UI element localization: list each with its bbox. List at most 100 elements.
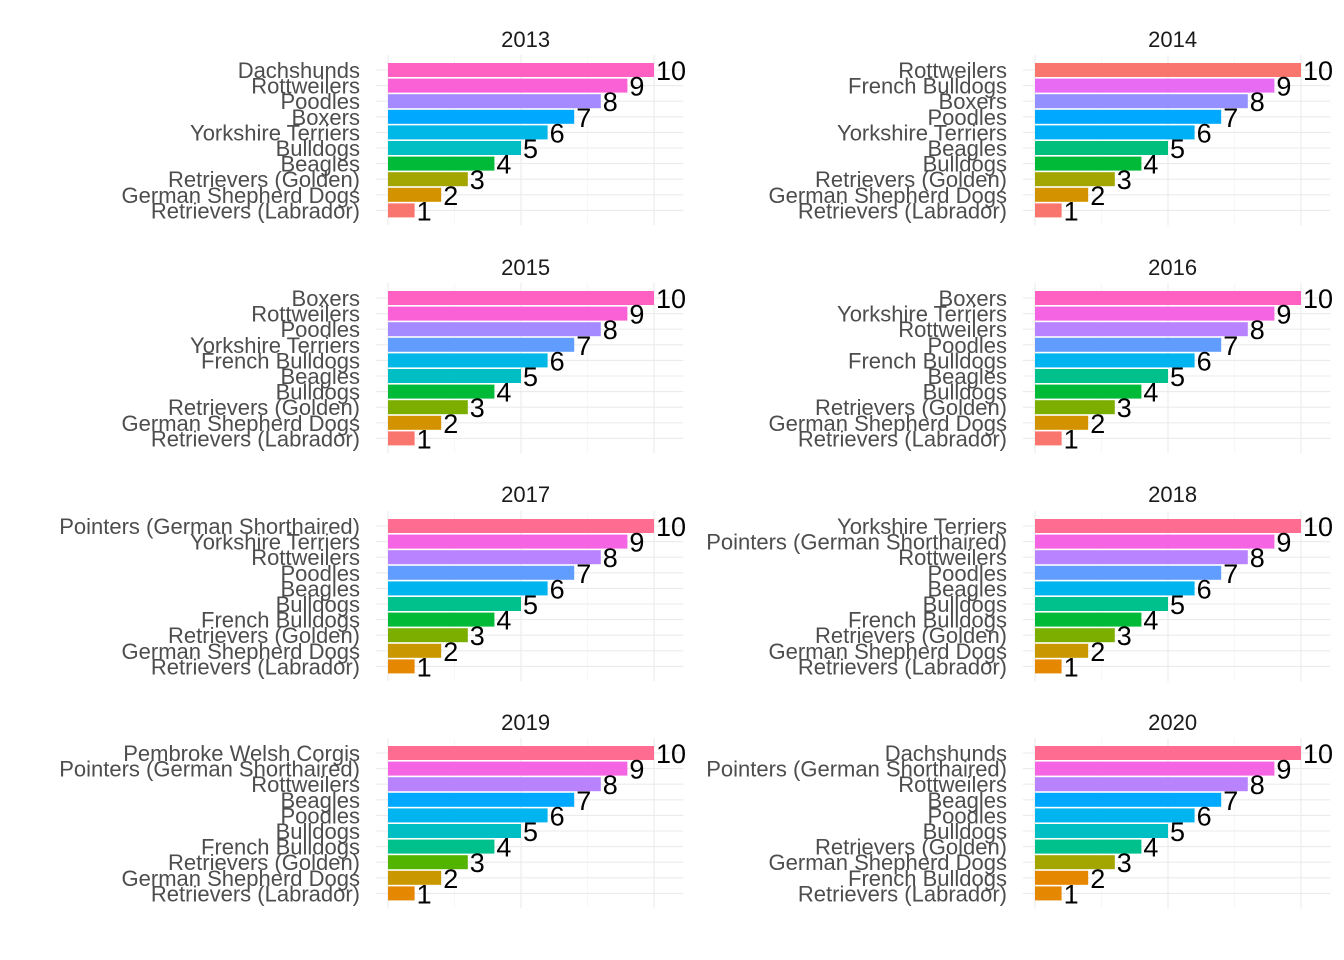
value-label: 8 bbox=[1250, 543, 1265, 573]
value-label: 8 bbox=[1250, 87, 1265, 117]
value-label: 10 bbox=[656, 512, 686, 542]
value-label: 5 bbox=[523, 817, 538, 847]
value-label: 6 bbox=[1197, 574, 1212, 604]
value-label: 2 bbox=[443, 181, 458, 211]
bar bbox=[1035, 78, 1275, 93]
value-label: 1 bbox=[1064, 196, 1079, 226]
value-label: 1 bbox=[417, 424, 432, 454]
category-label: Retrievers (Labrador) bbox=[798, 881, 1007, 906]
value-label: 5 bbox=[1170, 134, 1185, 164]
value-label: 5 bbox=[523, 362, 538, 392]
bar bbox=[388, 824, 521, 838]
category-label: Retrievers (Golden) bbox=[815, 167, 1007, 192]
category-label: Bulldogs bbox=[276, 592, 360, 617]
category-label: Retrievers (Labrador) bbox=[151, 198, 360, 223]
bar bbox=[1035, 306, 1275, 321]
category-label: Beagles bbox=[280, 576, 360, 601]
value-label: 3 bbox=[470, 393, 485, 423]
value-label: 2 bbox=[443, 637, 458, 667]
value-label: 6 bbox=[1197, 118, 1212, 148]
value-label: 4 bbox=[496, 378, 511, 408]
value-label: 3 bbox=[1117, 848, 1132, 878]
bar bbox=[388, 777, 601, 792]
category-label: Beagles bbox=[927, 136, 1007, 161]
value-label: 1 bbox=[1064, 879, 1079, 909]
category-label: Retrievers (Labrador) bbox=[151, 881, 360, 906]
value-label: 10 bbox=[1303, 512, 1333, 542]
bar bbox=[388, 581, 548, 596]
category-label: Retrievers (Labrador) bbox=[798, 426, 1007, 451]
category-label: Boxers bbox=[939, 89, 1007, 114]
bar bbox=[388, 612, 495, 627]
value-label: 10 bbox=[1303, 284, 1333, 314]
category-label: Beagles bbox=[280, 152, 360, 177]
bar bbox=[1035, 337, 1222, 352]
category-label: German Shepherd Dogs bbox=[122, 411, 360, 436]
value-label: 9 bbox=[1276, 755, 1291, 785]
category-label: Beagles bbox=[927, 788, 1007, 813]
value-label: 4 bbox=[1143, 378, 1158, 408]
bar bbox=[1035, 581, 1195, 596]
panel-2016: 2016 Boxers 10 Yorkshire Terriers 9 Rottweile… bbox=[769, 255, 1334, 454]
category-label: German Shepherd Dogs bbox=[122, 866, 360, 891]
value-label: 9 bbox=[1276, 528, 1291, 558]
value-label: 1 bbox=[417, 879, 432, 909]
bar bbox=[1035, 628, 1115, 643]
bar bbox=[1035, 400, 1115, 415]
category-label: Retrievers (Golden) bbox=[815, 395, 1007, 420]
category-label: Poodles bbox=[280, 561, 360, 586]
category-label: French Bulldogs bbox=[201, 608, 360, 633]
bar bbox=[388, 187, 442, 202]
value-label: 7 bbox=[1223, 786, 1238, 816]
category-label: Beagles bbox=[927, 364, 1007, 389]
category-label: Yorkshire Terriers bbox=[837, 302, 1007, 327]
bar bbox=[1035, 415, 1089, 430]
bar bbox=[1035, 125, 1195, 140]
category-label: Retrievers (Golden) bbox=[168, 850, 360, 875]
bar bbox=[388, 172, 468, 187]
category-label: Bulldogs bbox=[923, 592, 1007, 617]
value-label: 8 bbox=[1250, 770, 1265, 800]
panel-2017: 2017 Pointers (German Shorthaired) 10 Yorks… bbox=[59, 482, 686, 682]
bar bbox=[388, 203, 415, 218]
bar bbox=[388, 659, 415, 674]
bar bbox=[1035, 808, 1195, 823]
bar bbox=[1035, 63, 1301, 77]
category-label: Beagles bbox=[927, 576, 1007, 601]
panel-2020: 2020 Dachshunds 10 Pointers (German Shortha… bbox=[706, 710, 1333, 909]
bar bbox=[1035, 353, 1195, 368]
category-label: French Bulldogs bbox=[848, 348, 1007, 373]
bar bbox=[1035, 612, 1142, 627]
bar bbox=[388, 337, 575, 352]
category-label: Retrievers (Labrador) bbox=[798, 198, 1007, 223]
bar bbox=[388, 125, 548, 140]
value-label: 1 bbox=[417, 196, 432, 226]
bar bbox=[1035, 291, 1301, 305]
value-label: 2 bbox=[1090, 864, 1105, 894]
panel-2014: 2014 Rottweilers 10 French Bulldogs 9 Boxers 8… bbox=[769, 27, 1334, 226]
bar bbox=[1035, 431, 1062, 446]
value-label: 5 bbox=[523, 134, 538, 164]
category-label: Bulldogs bbox=[923, 380, 1007, 405]
value-label: 4 bbox=[496, 606, 511, 636]
bar bbox=[1035, 870, 1089, 885]
panel-title: 2017 bbox=[501, 482, 550, 507]
category-label: Retrievers (Labrador) bbox=[151, 426, 360, 451]
bar bbox=[1035, 322, 1248, 337]
category-label: French Bulldogs bbox=[848, 608, 1007, 633]
value-label: 4 bbox=[496, 150, 511, 180]
category-label: Rottweilers bbox=[251, 772, 360, 797]
value-label: 8 bbox=[603, 543, 618, 573]
bar bbox=[1035, 369, 1168, 383]
value-label: 5 bbox=[523, 590, 538, 620]
category-label: Retrievers (Golden) bbox=[168, 167, 360, 192]
bar bbox=[1035, 761, 1275, 776]
category-label: Poodles bbox=[280, 803, 360, 828]
value-label: 2 bbox=[443, 864, 458, 894]
value-label: 5 bbox=[1170, 362, 1185, 392]
panel-title: 2020 bbox=[1148, 710, 1197, 735]
bar bbox=[388, 322, 601, 337]
bar bbox=[1035, 550, 1248, 565]
category-label: Poodles bbox=[280, 89, 360, 114]
